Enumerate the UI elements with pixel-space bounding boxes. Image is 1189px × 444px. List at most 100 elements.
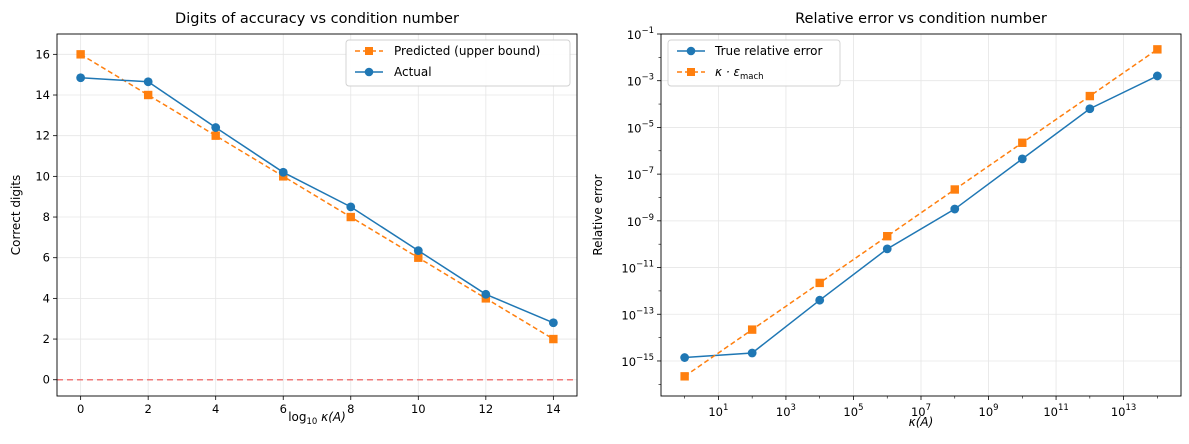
chart-title: Relative error vs condition number — [795, 11, 1047, 27]
data-point — [549, 334, 558, 344]
y-tick-label: 10−13 — [621, 306, 654, 322]
y-tick-label: 10−15 — [621, 353, 654, 369]
tick-base: 10 — [627, 168, 642, 182]
data-point — [76, 73, 86, 83]
data-point — [143, 90, 153, 100]
data-point — [481, 289, 491, 299]
tick-exponent: −3 — [641, 73, 654, 83]
tick-base: 10 — [621, 355, 636, 369]
data-point — [747, 348, 757, 358]
tick-base: 10 — [1111, 405, 1126, 419]
y-tick-label: 10−1 — [627, 26, 654, 42]
y-tick-label: 10 — [35, 169, 50, 183]
tick-exponent: −11 — [636, 260, 654, 270]
data-point — [815, 295, 825, 305]
tick-base: 10 — [627, 215, 642, 229]
data-point — [211, 131, 220, 140]
tick-exponent: 7 — [926, 403, 931, 413]
data-point — [346, 202, 356, 212]
y-ticks: 0 2 4 6 8 10 12 14 16 — [35, 47, 57, 387]
tick-exponent: −15 — [636, 353, 654, 363]
data-point — [1153, 45, 1162, 54]
tick-exponent: 5 — [858, 403, 863, 413]
grid — [57, 34, 577, 396]
y-tick-label: 10−9 — [627, 213, 654, 229]
data-point — [278, 167, 288, 177]
x-axis-label: κ(A) — [909, 415, 934, 429]
tick-exponent: −9 — [641, 213, 654, 223]
legend-marker-predicted — [365, 47, 373, 55]
data-point — [143, 77, 153, 87]
legend: Predicted (upper bound) Actual — [345, 39, 571, 87]
x-tick-label: 107 — [911, 403, 931, 419]
tick-exponent: −1 — [641, 26, 654, 36]
x-tick-label: 6 — [280, 402, 287, 416]
tick-exponent: 1 — [723, 403, 728, 413]
legend-label-predicted: Predicted (upper bound) — [394, 44, 540, 58]
legend-label-actual: Actual — [394, 65, 432, 79]
legend-box — [667, 39, 841, 87]
x-tick-label: 14 — [546, 402, 561, 416]
x-tick-label: 1011 — [1043, 403, 1068, 419]
y-tick-label: 4 — [43, 291, 50, 305]
tick-base: 10 — [843, 405, 858, 419]
tick-base: 10 — [621, 262, 636, 276]
data-point — [950, 185, 959, 194]
tick-exponent: 13 — [1126, 403, 1137, 413]
tick-exponent: 3 — [791, 403, 796, 413]
y-tick-label: 10−7 — [627, 166, 654, 182]
x-tick-label: 103 — [776, 403, 796, 419]
data-point — [747, 325, 757, 334]
tick-exponent: −7 — [641, 166, 654, 176]
legend-marker-true-error — [686, 46, 696, 56]
tick-base: 10 — [979, 405, 994, 419]
tick-exponent: 9 — [993, 403, 998, 413]
data-point — [1017, 154, 1027, 164]
series-line — [684, 75, 1158, 359]
y-tick-label: 6 — [43, 251, 50, 265]
x-ticks: 101 103 105 107 109 1011 1013 — [684, 396, 1158, 419]
data-point — [680, 372, 689, 381]
y-tick-label: 10−5 — [627, 119, 654, 135]
series-true-error — [680, 71, 1162, 362]
legend-marker-actual — [364, 67, 374, 77]
tick-base: 10 — [911, 405, 926, 419]
data-point — [1152, 71, 1162, 81]
x-tick-label: 109 — [979, 403, 999, 419]
data-point — [414, 253, 423, 262]
y-axis-label: Relative error — [591, 174, 605, 255]
series-line — [80, 76, 554, 324]
legend-label-bound-sub: mach — [740, 72, 764, 82]
data-point — [1085, 91, 1095, 101]
tick-base: 10 — [627, 75, 642, 89]
series-actual — [76, 73, 558, 328]
tick-base: 10 — [1043, 405, 1058, 419]
y-tick-label: 2 — [43, 332, 50, 346]
y-tick-label: 0 — [43, 373, 50, 387]
tick-exponent: 11 — [1058, 403, 1069, 413]
x-tick-label: 101 — [708, 403, 728, 419]
axes-frame — [56, 33, 578, 397]
data-point — [548, 318, 558, 328]
y-axis-label: Correct digits — [9, 175, 23, 255]
data-point — [815, 278, 824, 288]
x-label-subscript: 10 — [307, 417, 318, 427]
legend-label-bound-main: κ · ε — [715, 65, 741, 79]
x-ticks: 0 2 4 6 8 10 12 14 — [77, 396, 561, 416]
x-tick-label: 8 — [347, 402, 354, 416]
tick-base: 10 — [708, 405, 723, 419]
data-point — [1018, 138, 1027, 147]
legend-label-bound: κ · εmach — [715, 65, 764, 82]
y-tick-label: 10−3 — [627, 73, 654, 89]
data-point — [950, 204, 960, 214]
data-point — [882, 244, 892, 254]
tick-exponent: −13 — [636, 306, 654, 316]
y-tick-label: 14 — [35, 88, 50, 102]
legend-label-true-error: True relative error — [714, 44, 822, 58]
y-tick-label: 12 — [35, 129, 50, 143]
data-point — [346, 212, 355, 222]
x-axis-label: log10 κ(A) — [288, 410, 346, 427]
chart-title: Digits of accuracy vs condition number — [175, 11, 459, 27]
